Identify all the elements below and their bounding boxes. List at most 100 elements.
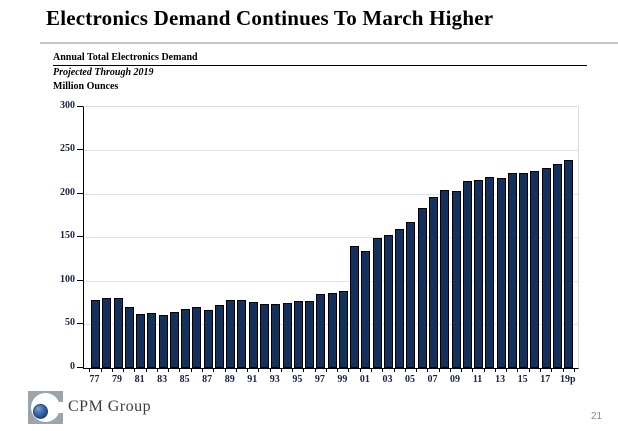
x-axis-label-81: 81 bbox=[134, 374, 145, 385]
x-axis-tick bbox=[201, 368, 203, 372]
x-axis-tick bbox=[168, 368, 170, 372]
x-axis-label-87: 87 bbox=[202, 374, 213, 385]
x-axis-label-83: 83 bbox=[157, 374, 168, 385]
x-axis-tick bbox=[190, 368, 192, 372]
y-axis-label-250: 250 bbox=[60, 143, 75, 154]
cpm-group-logo-icon bbox=[28, 391, 63, 424]
x-axis-tick bbox=[427, 368, 429, 372]
bar-89 bbox=[226, 300, 236, 368]
x-axis-tick bbox=[528, 368, 530, 372]
bar-97 bbox=[316, 294, 326, 368]
x-axis-label-95: 95 bbox=[292, 374, 303, 385]
y-axis-tick bbox=[77, 236, 83, 237]
x-axis-tick bbox=[382, 368, 384, 372]
x-axis-tick bbox=[539, 368, 541, 372]
x-axis-tick bbox=[123, 368, 125, 372]
bar-16 bbox=[530, 171, 540, 368]
bar-90 bbox=[237, 300, 247, 368]
x-axis-label-19p: 19p bbox=[559, 374, 576, 385]
bar-00 bbox=[350, 246, 360, 368]
x-axis-tick bbox=[483, 368, 485, 372]
bar-96 bbox=[305, 301, 315, 368]
x-axis-tick bbox=[494, 368, 496, 372]
y-axis-tick bbox=[77, 106, 83, 107]
bar-95 bbox=[293, 301, 303, 368]
chart-title: Annual Total Electronics Demand bbox=[53, 52, 198, 63]
bar-07 bbox=[429, 197, 439, 368]
y-axis-label-0: 0 bbox=[70, 361, 75, 372]
brand-name: CPM Group bbox=[68, 398, 152, 415]
chart-subtitle: Projected Through 2019 bbox=[53, 67, 154, 78]
x-axis-label-79: 79 bbox=[112, 374, 123, 385]
bar-05 bbox=[406, 222, 416, 368]
x-axis-tick bbox=[269, 368, 271, 372]
x-axis-label-77: 77 bbox=[89, 374, 100, 385]
bar-80 bbox=[124, 307, 134, 368]
y-axis-tick bbox=[77, 367, 83, 368]
x-axis-tick bbox=[145, 368, 147, 372]
bar-84 bbox=[169, 312, 179, 368]
y-axis-tick bbox=[77, 323, 83, 324]
x-axis-tick bbox=[111, 368, 113, 372]
bar-12 bbox=[485, 177, 495, 368]
x-axis-tick bbox=[416, 368, 418, 372]
x-axis-tick bbox=[325, 368, 327, 372]
x-axis-label-11: 11 bbox=[472, 374, 483, 385]
bar-86 bbox=[192, 307, 202, 368]
bar-chart-plot-area bbox=[83, 106, 579, 372]
x-axis-tick bbox=[438, 368, 440, 372]
bar-82 bbox=[147, 313, 157, 368]
x-axis-tick bbox=[472, 368, 474, 372]
y-axis-tick bbox=[77, 193, 83, 194]
x-axis-label-15: 15 bbox=[517, 374, 528, 385]
chart-title-rule bbox=[53, 65, 587, 66]
bar-92 bbox=[260, 304, 269, 368]
x-axis-tick bbox=[213, 368, 215, 372]
bar-81 bbox=[136, 314, 146, 368]
gridline-100 bbox=[84, 281, 578, 282]
y-axis-label-50: 50 bbox=[65, 317, 75, 328]
x-axis-tick bbox=[337, 368, 339, 372]
bar-10 bbox=[462, 181, 472, 368]
gridline-150 bbox=[84, 237, 578, 238]
bar-11 bbox=[474, 180, 484, 368]
bar-17 bbox=[541, 168, 551, 368]
y-axis-tick bbox=[77, 280, 83, 281]
x-axis-tick bbox=[551, 368, 553, 372]
x-axis-label-99: 99 bbox=[337, 374, 348, 385]
x-axis-tick bbox=[292, 368, 294, 372]
x-axis-label-03: 03 bbox=[382, 374, 393, 385]
x-axis-tick bbox=[134, 368, 136, 372]
bar-08 bbox=[440, 190, 450, 368]
bar-91 bbox=[248, 302, 258, 368]
y-axis-label-150: 150 bbox=[60, 230, 75, 241]
x-axis-label-17: 17 bbox=[540, 374, 551, 385]
x-axis-tick bbox=[461, 368, 463, 372]
x-axis-tick bbox=[449, 368, 451, 372]
bar-88 bbox=[214, 305, 224, 368]
y-axis-label-300: 300 bbox=[60, 100, 75, 111]
bar-14 bbox=[507, 173, 517, 368]
bar-09 bbox=[451, 191, 461, 368]
bar-85 bbox=[181, 309, 191, 368]
x-axis-tick bbox=[314, 368, 316, 372]
globe-icon bbox=[33, 404, 48, 419]
x-axis-tick bbox=[562, 368, 564, 372]
x-axis-label-89: 89 bbox=[224, 374, 235, 385]
x-axis-label-07: 07 bbox=[427, 374, 438, 385]
x-axis-label-97: 97 bbox=[314, 374, 325, 385]
chart-units-label: Million Ounces bbox=[53, 81, 119, 92]
page-title: Electronics Demand Continues To March Hi… bbox=[46, 6, 494, 30]
y-axis-tick bbox=[77, 149, 83, 150]
x-axis-label-01: 01 bbox=[359, 374, 370, 385]
x-axis-label-05: 05 bbox=[404, 374, 415, 385]
x-axis-tick bbox=[517, 368, 519, 372]
bar-98 bbox=[327, 293, 337, 368]
gridline-250 bbox=[84, 150, 578, 151]
x-axis-tick bbox=[404, 368, 406, 372]
gridline-200 bbox=[84, 194, 578, 195]
x-axis-tick bbox=[247, 368, 249, 372]
bar-87 bbox=[203, 310, 213, 368]
bar-79 bbox=[113, 298, 123, 368]
